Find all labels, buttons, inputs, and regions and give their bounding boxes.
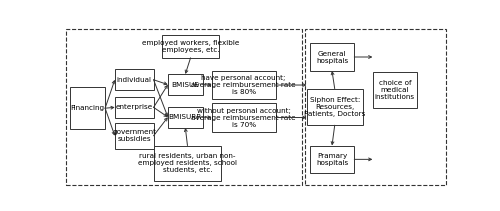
Text: choice of
medical
institutions: choice of medical institutions — [374, 80, 415, 100]
FancyBboxPatch shape — [212, 71, 276, 99]
Text: General
hospitals: General hospitals — [316, 50, 348, 64]
Text: employed workers, flexible
employees, etc.: employed workers, flexible employees, et… — [142, 40, 240, 53]
Text: without personal account;
average reimbursement rate
is 70%: without personal account; average reimbu… — [192, 108, 296, 127]
Text: have personal account;
average reimbursement rate
is 80%: have personal account; average reimburse… — [192, 75, 296, 95]
Text: enterprise: enterprise — [116, 104, 153, 110]
FancyBboxPatch shape — [372, 72, 417, 108]
Text: Pramary
hospitals: Pramary hospitals — [316, 153, 348, 166]
FancyBboxPatch shape — [115, 123, 154, 149]
Text: BMISURR: BMISURR — [168, 114, 202, 120]
FancyBboxPatch shape — [162, 35, 218, 58]
FancyBboxPatch shape — [306, 89, 363, 125]
FancyBboxPatch shape — [310, 43, 354, 71]
Text: BMISUE: BMISUE — [172, 82, 200, 88]
FancyBboxPatch shape — [212, 103, 276, 132]
FancyBboxPatch shape — [168, 74, 203, 95]
Text: rural residents, urban non-
employed residents, school
students, etc.: rural residents, urban non- employed res… — [138, 153, 237, 173]
FancyBboxPatch shape — [115, 69, 154, 90]
Text: individual: individual — [116, 77, 152, 83]
FancyBboxPatch shape — [115, 97, 154, 118]
FancyBboxPatch shape — [154, 146, 222, 181]
FancyBboxPatch shape — [66, 28, 302, 185]
FancyBboxPatch shape — [310, 146, 354, 173]
Text: government
subsidies: government subsidies — [112, 129, 156, 142]
Text: Financing: Financing — [70, 105, 105, 111]
FancyBboxPatch shape — [70, 87, 105, 129]
Text: Siphon Effect:
Resources,
Patients, Doctors: Siphon Effect: Resources, Patients, Doct… — [304, 97, 366, 117]
FancyBboxPatch shape — [168, 107, 203, 128]
FancyBboxPatch shape — [304, 28, 446, 185]
